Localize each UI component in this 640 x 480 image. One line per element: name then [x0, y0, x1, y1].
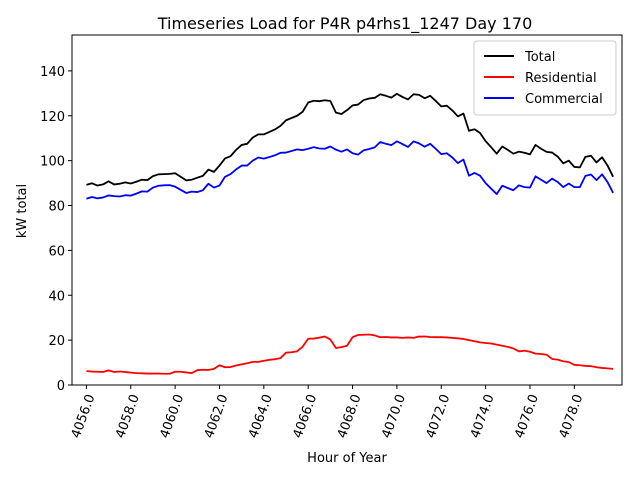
y-tick-label: 60	[48, 244, 65, 259]
legend-label-total: Total	[524, 50, 555, 65]
x-tick-label: 4070.0	[379, 392, 409, 440]
y-tick-label: 100	[40, 155, 65, 170]
y-tick-label: 80	[48, 200, 65, 215]
x-axis: 4056.0 4058.0 4060.0 4062.0 4064.0 4066.0 4068…	[69, 385, 587, 440]
series-line-residential	[86, 333, 614, 375]
y-tick-label: 40	[48, 289, 65, 304]
y-axis-label: kW total	[15, 184, 30, 238]
plot-area-frame	[71, 34, 623, 386]
x-tick-label: 4074.0	[468, 392, 498, 440]
legend-label-commercial: Commercial	[525, 92, 603, 107]
x-tick-label: 4062.0	[202, 392, 232, 440]
series-line-total	[86, 92, 614, 187]
x-tick-label: 4056.0	[69, 392, 99, 440]
legend-label-residential: Residential	[525, 71, 597, 86]
y-tick-label: 140	[40, 65, 65, 80]
legend: Total Residential Commercial	[473, 40, 617, 116]
y-axis: 0 20 40 60 80 100 120 140	[40, 65, 72, 394]
x-tick-label: 4078.0	[557, 392, 587, 440]
x-tick-label: 4064.0	[246, 392, 276, 440]
chart-title: Timeseries Load for P4R p4rhs1_1247 Day …	[157, 14, 533, 34]
y-tick-label: 20	[48, 334, 65, 349]
x-tick-label: 4058.0	[113, 392, 143, 440]
x-tick-label: 4072.0	[424, 392, 454, 440]
series-lines	[86, 92, 614, 375]
series-line-commercial	[86, 140, 614, 200]
x-axis-label: Hour of Year	[307, 451, 387, 466]
legend-frame	[473, 40, 617, 116]
x-tick-label: 4068.0	[335, 392, 365, 440]
x-tick-label: 4060.0	[158, 392, 188, 440]
y-tick-label: 120	[40, 110, 65, 125]
y-tick-label: 0	[57, 379, 65, 394]
x-tick-label: 4066.0	[291, 392, 321, 440]
x-tick-label: 4076.0	[512, 392, 542, 440]
